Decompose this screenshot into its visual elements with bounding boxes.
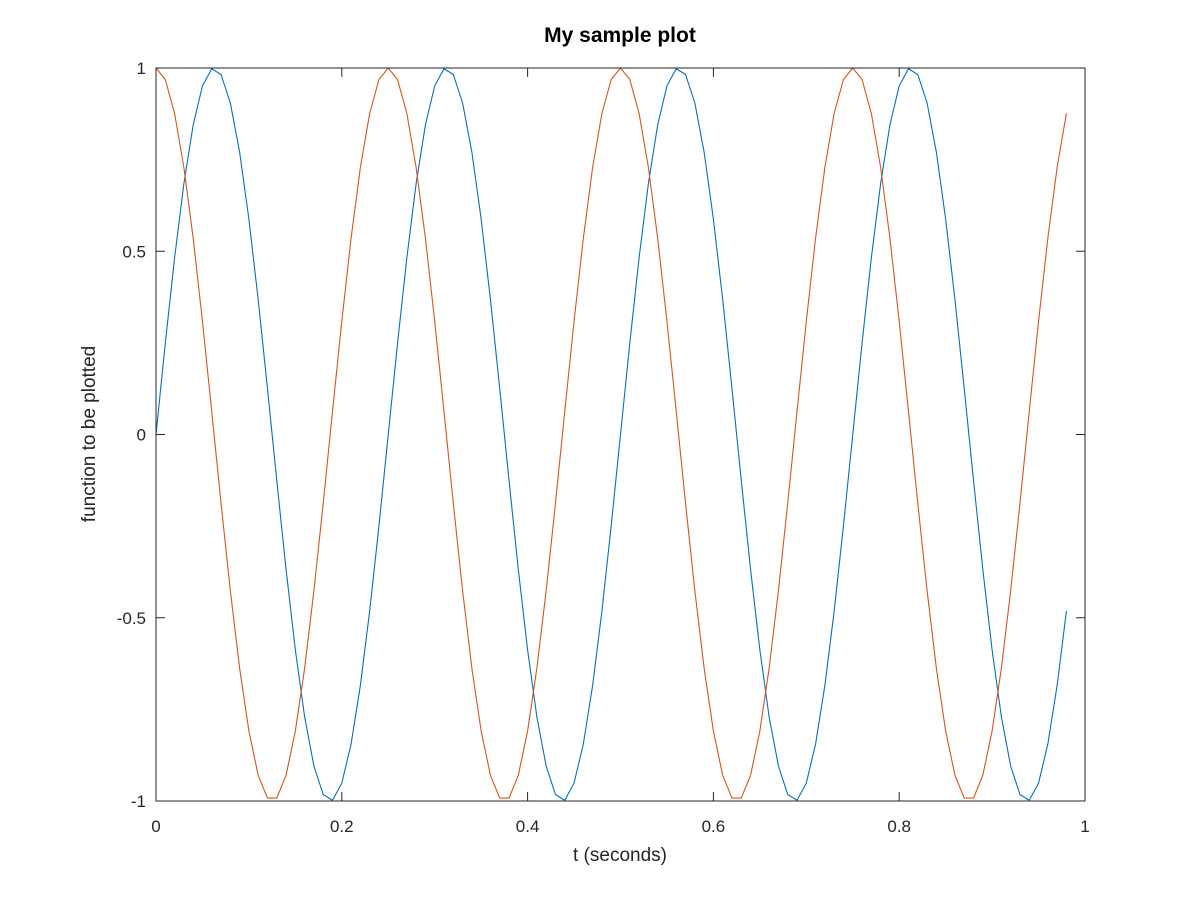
y-tick-label: 0	[137, 426, 146, 445]
y-axis-label: function to be plotted	[79, 346, 100, 522]
x-tick-label: 0	[151, 817, 160, 836]
series-layer	[155, 67, 1067, 801]
y-tick-label: 1	[137, 59, 146, 78]
x-tick-label: 1	[1080, 817, 1089, 836]
x-tick-label: 0.4	[516, 817, 540, 836]
y-tick-label: -1	[131, 792, 146, 811]
y-axis-ticks: -1 -0.5 0 0.5 1	[117, 59, 1085, 811]
y-tick-label: 0.5	[122, 242, 146, 261]
x-axis-label: t (seconds)	[573, 845, 667, 866]
x-tick-label: 0.2	[330, 817, 354, 836]
x-tick-label: 0.8	[887, 817, 911, 836]
chart-title: My sample plot	[544, 24, 696, 47]
x-axis-ticks: 0 0.2 0.4 0.6 0.8 1	[151, 68, 1090, 836]
series-line-2	[155, 67, 1067, 799]
y-tick-label: -0.5	[117, 609, 146, 628]
x-tick-label: 0.6	[702, 817, 726, 836]
series-line-1	[155, 68, 1067, 801]
